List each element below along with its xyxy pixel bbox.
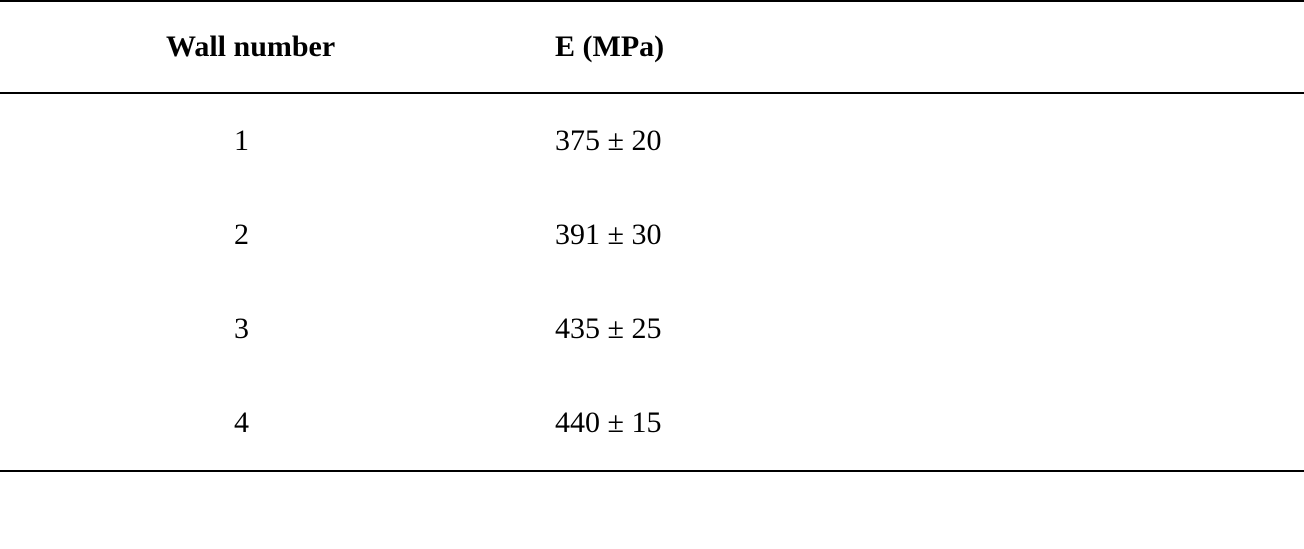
column-header-e-mpa: E (MPa): [555, 1, 1304, 93]
table-row: 3 435 ± 25: [0, 282, 1304, 376]
cell-e-value: 391 ± 30: [555, 188, 1304, 282]
data-table: Wall number E (MPa) 1 375 ± 20 2 391 ± 3…: [0, 0, 1304, 472]
cell-e-value: 435 ± 25: [555, 282, 1304, 376]
column-header-wall-number: Wall number: [0, 1, 555, 93]
table-header-row: Wall number E (MPa): [0, 1, 1304, 93]
cell-wall-number: 2: [0, 188, 555, 282]
cell-e-value: 375 ± 20: [555, 93, 1304, 188]
cell-e-value: 440 ± 15: [555, 376, 1304, 471]
cell-wall-number: 1: [0, 93, 555, 188]
cell-wall-number: 3: [0, 282, 555, 376]
table-row: 1 375 ± 20: [0, 93, 1304, 188]
data-table-container: Wall number E (MPa) 1 375 ± 20 2 391 ± 3…: [0, 0, 1304, 472]
table-row: 4 440 ± 15: [0, 376, 1304, 471]
cell-wall-number: 4: [0, 376, 555, 471]
table-row: 2 391 ± 30: [0, 188, 1304, 282]
